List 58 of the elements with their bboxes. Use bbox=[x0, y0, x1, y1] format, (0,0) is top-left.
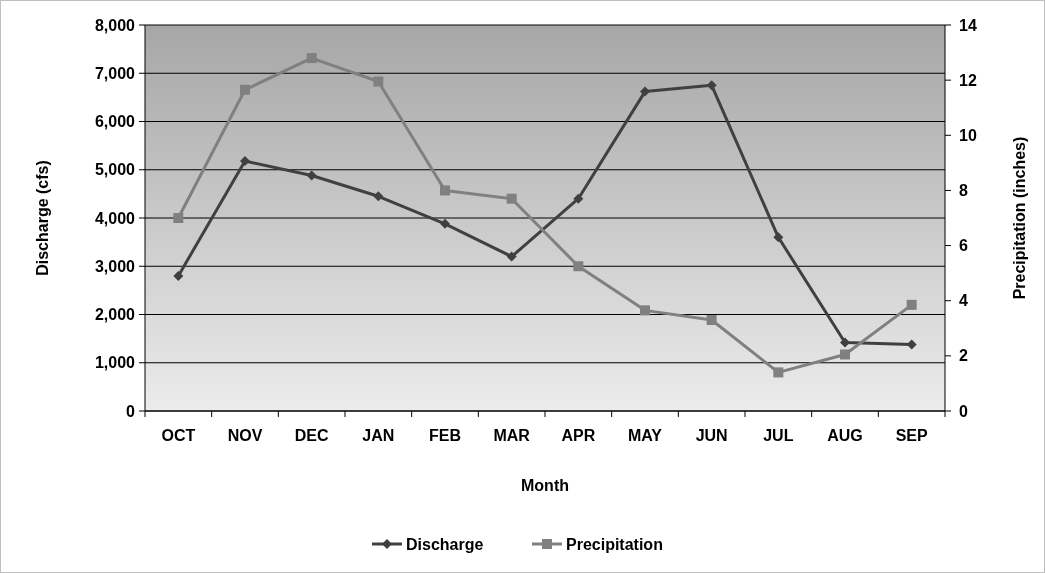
x-axis-title: Month bbox=[521, 477, 569, 494]
point bbox=[640, 86, 650, 97]
point bbox=[173, 270, 184, 281]
point bbox=[840, 337, 850, 348]
point bbox=[173, 213, 184, 223]
y-tick-label: 6,000 bbox=[94, 113, 136, 131]
point bbox=[773, 367, 784, 378]
point bbox=[240, 84, 250, 95]
point bbox=[240, 156, 250, 167]
point bbox=[906, 339, 917, 350]
y-tick-label: 8,000 bbox=[94, 16, 136, 34]
point bbox=[440, 185, 450, 196]
x-tick-label: APR bbox=[561, 427, 596, 444]
point bbox=[573, 193, 584, 204]
y-tick-label: 4,000 bbox=[94, 209, 136, 227]
x-tick-label: JUL bbox=[763, 427, 794, 444]
point bbox=[506, 193, 517, 204]
point bbox=[506, 251, 517, 262]
x-tick-label: JAN bbox=[362, 427, 395, 444]
y-tick-label: 5,000 bbox=[94, 161, 136, 179]
y2-tick-label: 14 bbox=[959, 16, 977, 34]
legend-label: Precipitation bbox=[566, 535, 663, 553]
y-tick-label: 3,000 bbox=[94, 257, 136, 275]
y-tick-label: 0 bbox=[126, 402, 136, 420]
y2-tick-label: 2 bbox=[959, 347, 968, 365]
point bbox=[306, 53, 317, 64]
y2-tick-label: 12 bbox=[959, 71, 977, 89]
point bbox=[373, 76, 384, 87]
x-tick-label: AUG bbox=[827, 427, 863, 444]
point bbox=[773, 232, 784, 243]
x-tick-label: MAY bbox=[627, 427, 663, 444]
y2-tick-label: 4 bbox=[959, 292, 968, 310]
point bbox=[706, 315, 717, 326]
y-tick-label: 2,000 bbox=[94, 306, 136, 324]
point bbox=[840, 349, 850, 360]
y2-axis-title: Precipitation (inches) bbox=[1011, 136, 1028, 300]
y2-tick-label: 6 bbox=[959, 237, 968, 255]
point bbox=[640, 305, 650, 316]
x-tick-label: OCT bbox=[161, 427, 196, 444]
y2-tick-label: 10 bbox=[959, 126, 977, 144]
point bbox=[706, 80, 717, 91]
y-tick-label: 7,000 bbox=[94, 64, 136, 82]
legend-label: Discharge bbox=[406, 535, 484, 553]
point bbox=[573, 261, 584, 272]
point bbox=[906, 299, 917, 310]
x-tick-label: JUN bbox=[695, 427, 728, 444]
x-tick-label: NOV bbox=[227, 427, 263, 444]
point bbox=[440, 218, 450, 229]
x-tick-label: DEC bbox=[294, 427, 329, 444]
y2-tick-label: 8 bbox=[959, 182, 968, 200]
x-tick-label: SEP bbox=[895, 427, 928, 444]
y-axis-title: Discharge (cfs) bbox=[34, 160, 51, 276]
y-tick-label: 1,000 bbox=[94, 354, 136, 372]
point bbox=[373, 191, 384, 202]
y2-tick-label: 0 bbox=[959, 402, 968, 420]
x-tick-label: FEB bbox=[429, 427, 461, 444]
point bbox=[306, 170, 317, 181]
x-tick-label: MAR bbox=[493, 427, 531, 444]
